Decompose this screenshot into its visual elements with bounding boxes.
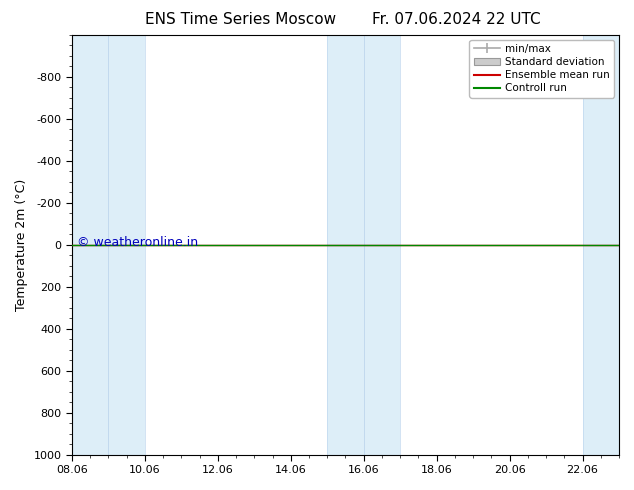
Y-axis label: Temperature 2m (°C): Temperature 2m (°C) bbox=[15, 178, 28, 311]
Bar bbox=[583, 35, 619, 455]
Legend: min/max, Standard deviation, Ensemble mean run, Controll run: min/max, Standard deviation, Ensemble me… bbox=[469, 40, 614, 98]
Text: ENS Time Series Moscow: ENS Time Series Moscow bbox=[145, 12, 337, 27]
Text: Fr. 07.06.2024 22 UTC: Fr. 07.06.2024 22 UTC bbox=[372, 12, 541, 27]
Bar bbox=[327, 35, 364, 455]
Text: © weatheronline.in: © weatheronline.in bbox=[77, 236, 198, 249]
Bar bbox=[364, 35, 400, 455]
Bar bbox=[108, 35, 145, 455]
Bar bbox=[72, 35, 108, 455]
